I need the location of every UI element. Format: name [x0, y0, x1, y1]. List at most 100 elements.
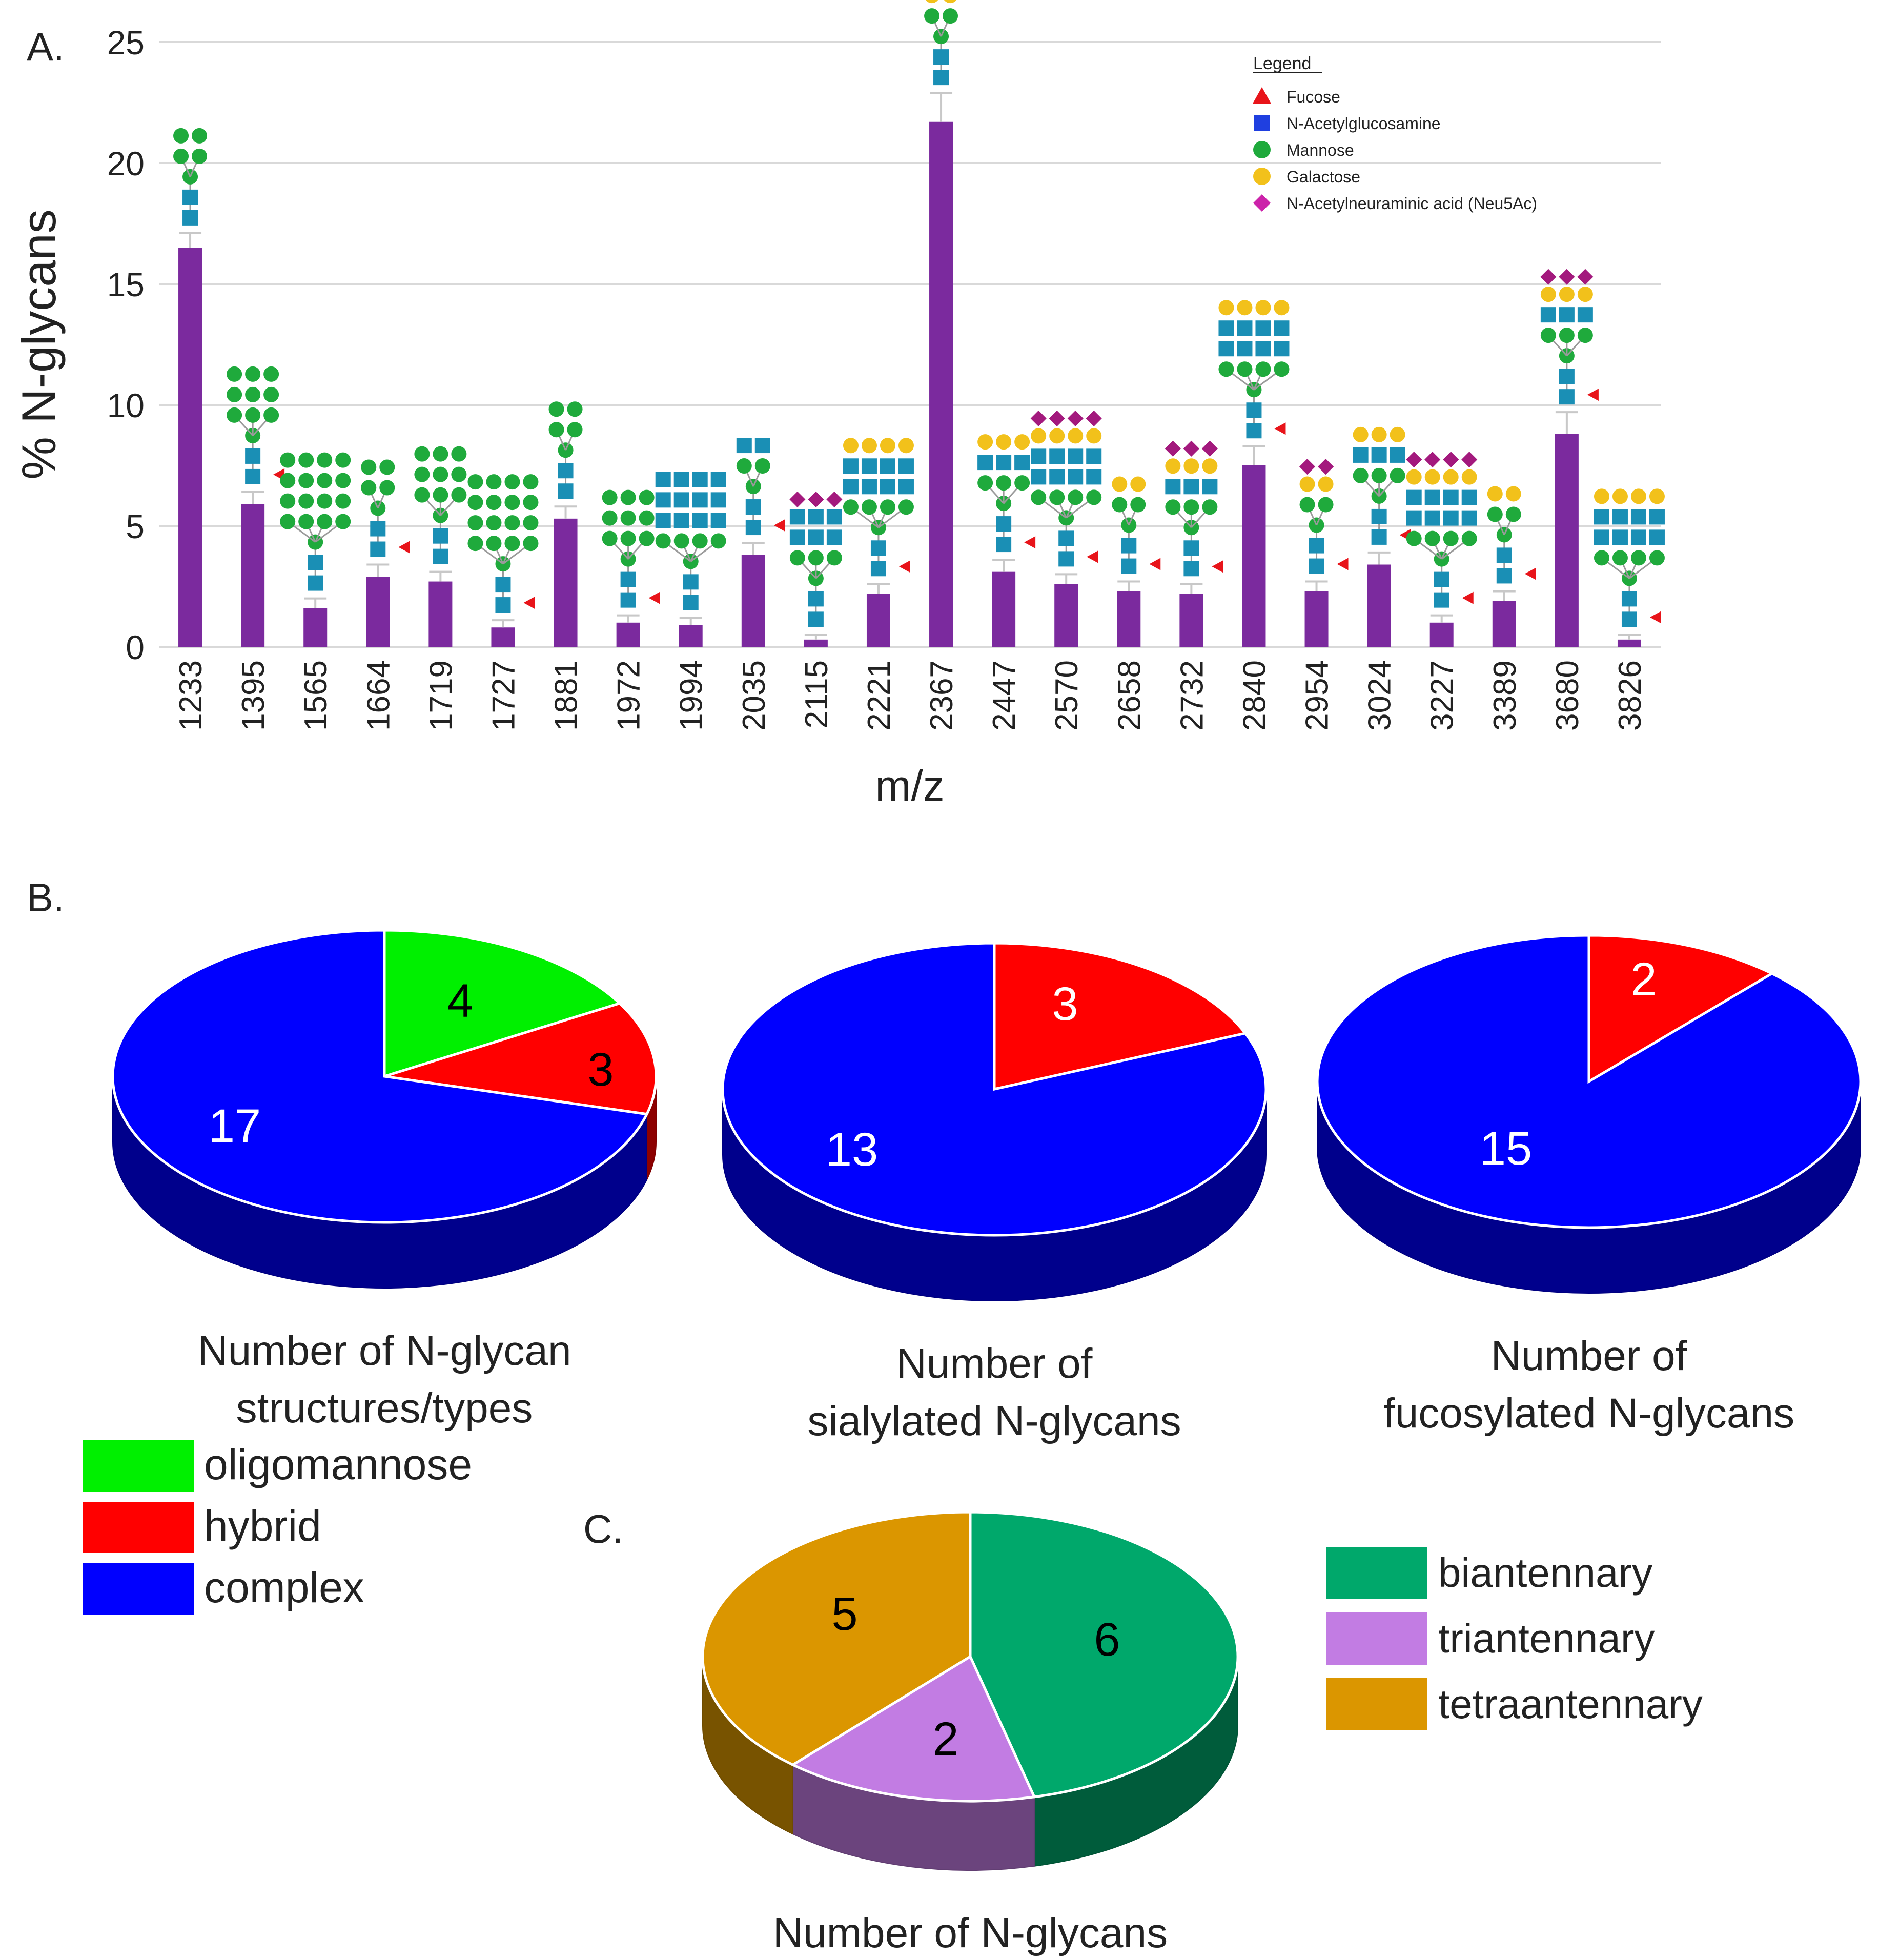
bar-2732 [1179, 594, 1203, 647]
x-tick-label: 1233 [173, 660, 209, 731]
bar-1994 [679, 625, 703, 647]
x-tick-label: 1972 [611, 660, 647, 731]
glcnac-icon [1246, 402, 1262, 418]
glcnac-icon [1274, 320, 1290, 336]
mannose-icon [1505, 506, 1521, 522]
glcnac-icon [1121, 538, 1137, 554]
neu5ac-icon [1577, 269, 1594, 285]
glcnac-icon [1621, 611, 1637, 627]
mannose-icon [1112, 497, 1128, 513]
mannose-icon [523, 474, 539, 490]
mannose-icon [467, 515, 483, 531]
mannose-icon [1068, 489, 1084, 505]
pie-value-triantennary: 2 [932, 1713, 958, 1765]
panel-label-c: C. [583, 1506, 623, 1551]
legend-swatch-tetraantennary [1326, 1678, 1427, 1730]
x-tick-label: 2367 [924, 660, 959, 731]
glcnac-icon [898, 458, 914, 474]
glcnac-icon [1612, 529, 1628, 545]
galactose-icon [1461, 469, 1477, 485]
pie-title-line: Number of [1491, 1333, 1687, 1379]
mannose-icon [486, 495, 502, 511]
glcnac-icon [745, 520, 761, 536]
glcnac-icon [880, 458, 895, 474]
bar-2035 [741, 555, 765, 647]
mannose-icon [1612, 550, 1628, 566]
glcnac-icon [1246, 423, 1262, 439]
neu5ac-icon [1086, 410, 1102, 426]
mannose-icon [280, 452, 296, 468]
mannose-icon [602, 489, 618, 505]
panel-label-a: A. [27, 24, 65, 69]
glycan-icon-1972 [602, 489, 660, 608]
mannose-icon [504, 495, 520, 511]
mannose-icon [298, 452, 314, 468]
mannose-icon [317, 514, 333, 529]
mannose-icon [523, 536, 539, 552]
glcnac-icon [1559, 389, 1575, 405]
x-tick-label: 1664 [361, 660, 396, 731]
mannose-icon [1031, 489, 1047, 505]
pie-slice-non-sialylated [721, 942, 1268, 1237]
mannose-icon [1406, 530, 1422, 546]
y-tick-label: 0 [126, 628, 145, 666]
mannose-icon [1649, 550, 1665, 566]
glcnac-icon [1434, 571, 1449, 587]
galactose-icon [1406, 469, 1422, 485]
galactose-icon [843, 438, 859, 454]
panel-label-b: B. [27, 875, 65, 920]
mannose-icon [602, 530, 618, 546]
neu5ac-icon [1317, 459, 1334, 475]
y-tick-label: 5 [126, 507, 145, 545]
glcnac-icon [1353, 447, 1369, 463]
glcnac-icon [1371, 508, 1387, 524]
glcnac-icon [1218, 341, 1234, 357]
x-tick-label: 1881 [549, 660, 584, 731]
galactose-icon [1237, 300, 1253, 316]
neu5ac-icon [1559, 269, 1575, 285]
legend-swatch-hybrid [83, 1502, 194, 1553]
x-tick-label: 2658 [1112, 660, 1147, 731]
glycan-icon-2221 [843, 438, 914, 577]
pie-value-sialylated: 3 [1052, 978, 1078, 1030]
glycan-structure-annotations [173, 0, 1665, 627]
galactose-icon [1068, 428, 1084, 444]
x-tick-label: 3227 [1425, 660, 1460, 731]
legend-label-fucose: Fucose [1286, 88, 1340, 106]
mannose-icon [335, 473, 351, 488]
glcnac-icon [1086, 469, 1102, 485]
mannose-icon [1443, 530, 1459, 546]
glycan-icon-2840 [1218, 300, 1290, 439]
glcnac-icon [1165, 479, 1181, 495]
glcnac-icon [495, 597, 511, 613]
glcnac-icon [620, 571, 636, 587]
pie-antennary: 6 2 5 Number of N-glycans [701, 1510, 1239, 1956]
mannose-icon [335, 452, 351, 468]
fucose-icon [1087, 550, 1098, 563]
mannose-icon [1461, 530, 1477, 546]
glcnac-icon [673, 492, 689, 508]
galactose-icon [1130, 476, 1146, 492]
mannose-icon [861, 499, 877, 515]
mannose-icon [433, 466, 448, 482]
pie-sialylated: 3 13 Number of sialylated N-glycans [721, 942, 1268, 1444]
glcnac-icon [1630, 529, 1646, 545]
pie-title-line: fucosylated N-glycans [1383, 1390, 1794, 1437]
glcnac-icon [1183, 561, 1199, 577]
galactose-icon [996, 434, 1012, 450]
mannose-icon [467, 536, 483, 552]
mannose-icon [1540, 328, 1556, 343]
bar-2658 [1117, 591, 1141, 647]
pie-slice-biantennary [969, 1510, 1239, 1799]
mannose-icon [451, 446, 467, 462]
mannose-icon [433, 446, 448, 462]
pie-value-biantennary: 6 [1094, 1614, 1120, 1666]
galactose-icon [1183, 458, 1199, 474]
galactose-icon [1165, 458, 1181, 474]
fucose-icon [1024, 536, 1036, 549]
glycan-icon-2658 [1112, 476, 1161, 574]
fucose-icon [1149, 558, 1161, 570]
glcnac-icon [1649, 529, 1665, 545]
glcnac-icon [1237, 341, 1253, 357]
glcnac-icon [808, 591, 824, 607]
